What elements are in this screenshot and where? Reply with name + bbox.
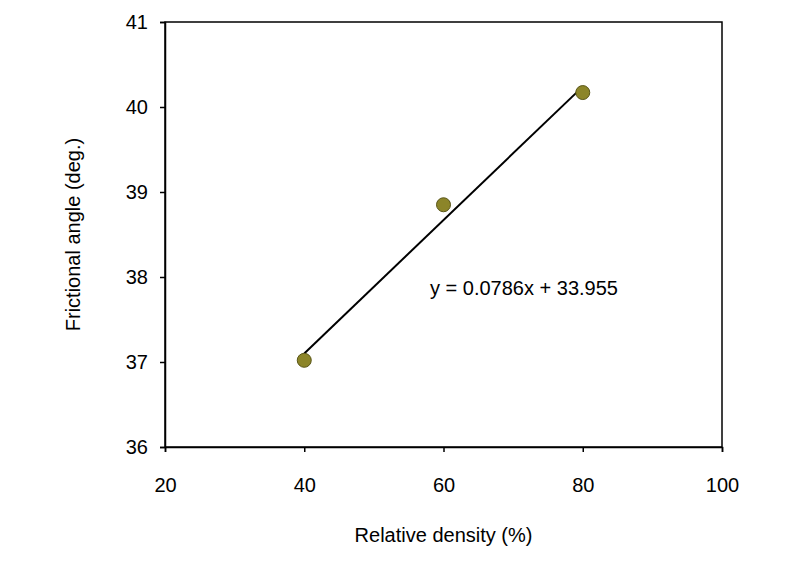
y-tick-mark — [160, 277, 165, 279]
x-tick-mark — [583, 447, 585, 452]
x-tick: 40 — [294, 447, 316, 496]
data-point — [437, 198, 451, 212]
y-axis: 36 37 38 39 40 41 — [126, 11, 166, 458]
x-tick: 60 — [433, 447, 455, 496]
x-axis: 20 40 60 80 100 — [154, 447, 739, 496]
x-tick: 100 — [706, 447, 739, 496]
y-tick-label: 38 — [126, 266, 148, 288]
y-tick-mark — [160, 362, 165, 364]
x-tick-label: 100 — [706, 474, 739, 496]
y-tick-mark — [160, 192, 165, 194]
x-tick-label: 80 — [572, 474, 594, 496]
x-tick-label: 40 — [294, 474, 316, 496]
y-tick-mark — [160, 107, 165, 109]
x-axis-line — [166, 448, 723, 453]
y-tick: 41 — [126, 11, 165, 33]
y-tick-mark — [160, 22, 165, 24]
x-tick-mark — [443, 447, 445, 452]
x-tick: 80 — [572, 447, 594, 496]
trend-line — [304, 87, 583, 354]
x-tick-label: 60 — [433, 474, 455, 496]
plot-frame — [165, 22, 722, 447]
y-tick-label: 39 — [126, 181, 148, 203]
y-tick: 38 — [126, 266, 165, 288]
data-point — [297, 353, 311, 367]
y-tick-label: 37 — [126, 351, 148, 373]
chart: 20 40 60 80 100 36 37 38 39 40 41 y = 0.0786x + 33.… — [0, 0, 802, 563]
x-tick-label: 20 — [154, 474, 176, 496]
data-point — [576, 86, 590, 100]
y-tick: 36 — [126, 436, 165, 458]
y-axis-title: Frictional angle (deg.) — [62, 138, 84, 331]
x-tick: 20 — [154, 447, 176, 496]
y-tick-mark — [160, 447, 165, 449]
y-tick: 40 — [126, 96, 165, 118]
marks — [297, 86, 590, 368]
y-tick-label: 41 — [126, 11, 148, 33]
y-axis-line — [160, 23, 166, 448]
y-tick-label: 40 — [126, 96, 148, 118]
y-tick: 39 — [126, 181, 165, 203]
y-tick-label: 36 — [126, 436, 148, 458]
x-tick-mark — [722, 447, 724, 452]
x-axis-title: Relative density (%) — [355, 524, 533, 546]
x-tick-mark — [304, 447, 306, 452]
y-tick: 37 — [126, 351, 165, 373]
equation: y = 0.0786x + 33.955 — [430, 277, 618, 299]
